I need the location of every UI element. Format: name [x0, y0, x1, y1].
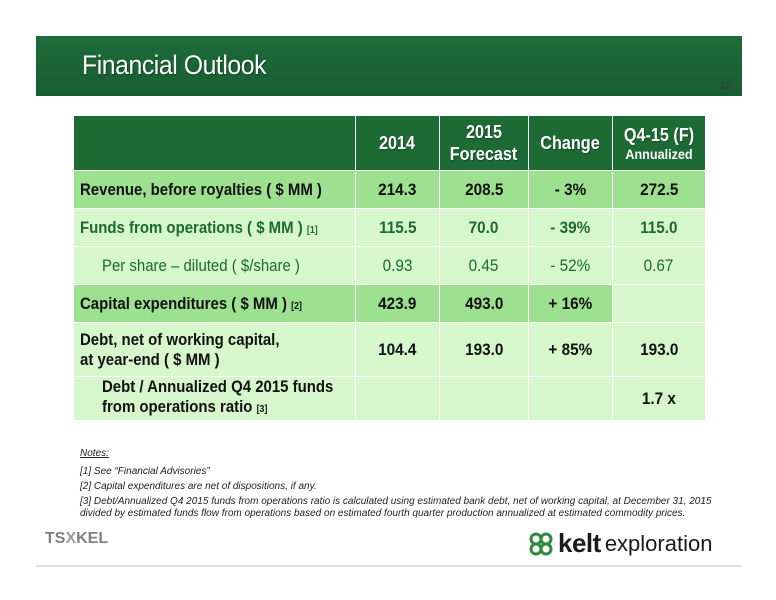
- cell-value-text: 208.5: [464, 179, 504, 199]
- cell-value-text: 70.0: [469, 217, 499, 237]
- kelt-wordmark: kelt: [558, 528, 601, 558]
- cell-value-text: 272.5: [639, 179, 679, 199]
- row-label: Revenue, before royalties ( $ MM ): [73, 170, 356, 209]
- cell-value-text: 0.67: [644, 255, 674, 275]
- row-label-text: Revenue, before royalties ( $ MM ): [80, 179, 322, 199]
- kelt-tagline: exploration: [604, 530, 713, 556]
- cell-value: 193.0: [439, 322, 529, 377]
- row-label-text: Per share – diluted ( $/share ): [102, 255, 300, 275]
- row-label-text: Debt / Annualized Q4 2015 funds: [102, 377, 334, 396]
- cell-value-text: 104.4: [378, 339, 417, 359]
- cell-value-text: + 85%: [548, 339, 593, 359]
- cell-value: [355, 376, 440, 421]
- row-label: Funds from operations ( $ MM ) [1]: [73, 208, 356, 247]
- table-row-per-share: Per share – diluted ( $/share ) 0.93 0.4…: [73, 246, 706, 285]
- cell-value-text: 0.93: [382, 255, 413, 275]
- row-label-text: Debt, net of working capital,: [80, 329, 280, 349]
- notes-title: Notes:: [80, 448, 109, 459]
- cell-value: 0.67: [612, 246, 706, 285]
- cell-value-text: 0.45: [469, 255, 499, 275]
- cell-value-text: - 52%: [550, 255, 591, 275]
- cell-value: 70.0: [439, 208, 529, 247]
- table-row-funds-from-operations: Funds from operations ( $ MM ) [1] 115.5…: [73, 208, 706, 247]
- header-band: Financial Outlook: [36, 36, 742, 96]
- cell-value: - 3%: [528, 170, 613, 209]
- page-number: 13: [719, 80, 732, 92]
- header-blank-cell: [73, 115, 356, 171]
- table-row-revenue: Revenue, before royalties ( $ MM ) 214.3…: [73, 170, 706, 209]
- row-label-text: at year-end ( $ MM ): [80, 349, 220, 369]
- row-label-text: Capital expenditures ( $ MM ): [80, 293, 287, 313]
- cell-value-text: - 3%: [554, 179, 587, 199]
- column-header-2015: 2015 Forecast: [439, 115, 529, 171]
- cell-value-text: 115.0: [640, 217, 678, 237]
- row-label: Debt / Annualized Q4 2015 funds from ope…: [73, 376, 356, 421]
- tsx-logo: TSXKEL: [45, 530, 108, 548]
- kelt-knot-icon: [529, 532, 553, 555]
- cell-value: 104.4: [355, 322, 440, 377]
- cell-value: 1.7 x: [612, 376, 706, 421]
- cell-value-text: + 16%: [548, 293, 593, 313]
- table-header-row: 2014 2015 Forecast Change Q4-15 (F) Annu…: [73, 115, 706, 171]
- cell-value: 493.0: [439, 284, 529, 323]
- cell-value: 208.5: [439, 170, 529, 209]
- table-row-debt: Debt, net of working capital, at year-en…: [73, 322, 706, 377]
- cell-value: 423.9: [355, 284, 440, 323]
- note-item: [1] See “Financial Advisories”: [80, 466, 210, 477]
- footnote-ref: [2]: [291, 300, 302, 312]
- cell-value-text: 1.7 x: [641, 388, 677, 408]
- cell-value: [439, 376, 529, 421]
- row-label-text: from operations ratio: [102, 397, 253, 416]
- column-header-label: 2014: [379, 133, 416, 153]
- cell-value: - 39%: [528, 208, 613, 247]
- column-header-change: Change: [528, 115, 613, 171]
- row-label-text: Funds from operations ( $ MM ): [80, 217, 303, 237]
- page-title: Financial Outlook: [82, 50, 267, 80]
- column-header-label: Q4-15 (F): [623, 125, 695, 145]
- column-header-label: Change: [540, 133, 601, 153]
- cell-value: 272.5: [612, 170, 706, 209]
- notes-section: Notes: [1] See “Financial Advisories” [2…: [80, 448, 720, 523]
- footer-divider: [36, 565, 742, 567]
- row-label: Debt, net of working capital, at year-en…: [73, 322, 356, 377]
- note-item: [2] Capital expenditures are net of disp…: [80, 481, 317, 492]
- column-header-q4-annualized: Q4-15 (F) Annualized: [612, 115, 706, 171]
- footnote-ref: [1]: [306, 224, 318, 236]
- tsx-logo-x: X: [65, 530, 77, 547]
- tsx-logo-text: KEL: [76, 530, 109, 547]
- kelt-logo: kelt exploration: [528, 528, 712, 559]
- cell-value: 115.5: [355, 208, 440, 247]
- column-header-2014: 2014: [355, 115, 440, 171]
- cell-value-text: 423.9: [378, 293, 417, 313]
- cell-value: [612, 284, 706, 323]
- column-header-label: 2015: [465, 122, 503, 142]
- note-item: [3] Debt/Annualized Q4 2015 funds from o…: [80, 496, 712, 519]
- cell-value: 0.93: [355, 246, 440, 285]
- cell-value-text: 193.0: [639, 339, 679, 359]
- table-row-debt-ratio: Debt / Annualized Q4 2015 funds from ope…: [73, 376, 706, 421]
- outlook-table: 2014 2015 Forecast Change Q4-15 (F) Annu…: [73, 115, 706, 421]
- cell-value-text: 193.0: [464, 339, 504, 359]
- cell-value-text: 493.0: [464, 293, 504, 313]
- cell-value: 214.3: [355, 170, 440, 209]
- row-label: Per share – diluted ( $/share ): [73, 246, 356, 285]
- cell-value: - 52%: [528, 246, 613, 285]
- cell-value: + 85%: [528, 322, 613, 377]
- tsx-logo-text: TS: [45, 530, 66, 547]
- row-label: Capital expenditures ( $ MM ) [2]: [73, 284, 356, 323]
- cell-value: 115.0: [612, 208, 706, 247]
- table-row-capital-expenditures: Capital expenditures ( $ MM ) [2] 423.9 …: [73, 284, 706, 323]
- column-header-sublabel: Forecast: [450, 144, 518, 164]
- cell-value: 193.0: [612, 322, 706, 377]
- cell-value-text: - 39%: [550, 217, 591, 237]
- cell-value: [528, 376, 613, 421]
- cell-value: + 16%: [528, 284, 613, 323]
- column-header-sublabel: Annualized: [625, 146, 693, 162]
- outlook-table-container: 2014 2015 Forecast Change Q4-15 (F) Annu…: [73, 115, 706, 421]
- cell-value-text: 214.3: [378, 179, 417, 199]
- footnote-ref: [3]: [256, 404, 268, 415]
- cell-value: 0.45: [439, 246, 529, 285]
- cell-value-text: 115.5: [378, 217, 417, 237]
